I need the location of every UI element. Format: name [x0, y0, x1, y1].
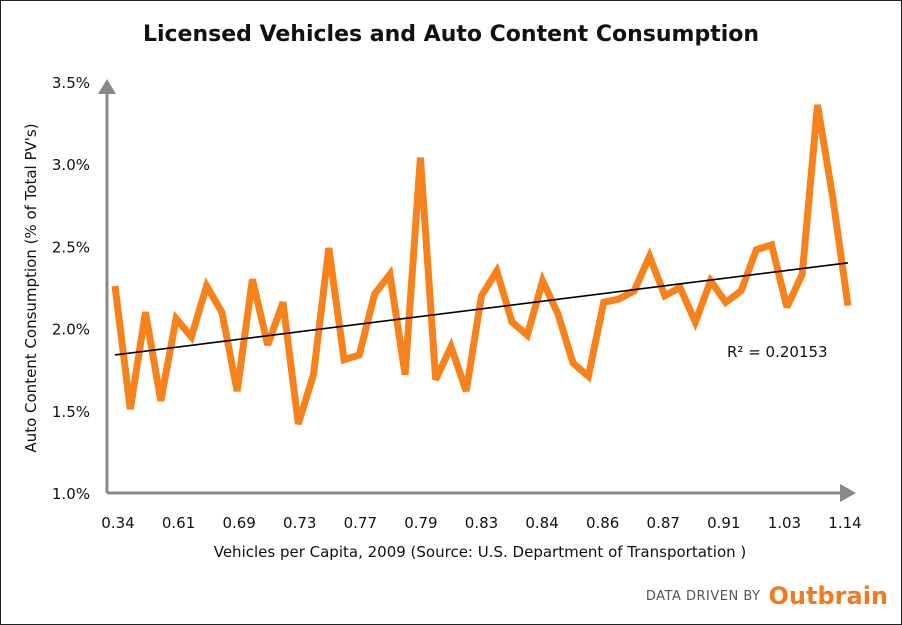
- x-tick-label: 0.69: [222, 514, 255, 532]
- y-tick-labels: 1.0% 1.5% 2.0% 2.5% 3.0% 3.5%: [52, 74, 90, 503]
- x-tick-label: 0.73: [283, 514, 316, 532]
- axes: [98, 79, 856, 502]
- x-tick-label: 0.87: [647, 514, 680, 532]
- x-tick-label: 1.14: [828, 514, 861, 532]
- x-tick-label: 0.91: [707, 514, 740, 532]
- y-tick-label: 1.5%: [52, 403, 90, 421]
- x-tick-label: 0.61: [162, 514, 195, 532]
- y-axis-label: Auto Content Consumption (% of Total PV'…: [22, 123, 40, 452]
- y-tick-label: 3.0%: [52, 156, 90, 174]
- plot-area: [111, 104, 852, 426]
- footer-text: DATA DRIVEN BY: [645, 588, 761, 604]
- r-squared-label: R² = 0.20153: [727, 343, 828, 361]
- x-tick-label: 1.03: [768, 514, 801, 532]
- brand-logo: Outbrain: [768, 582, 888, 610]
- series-line: [111, 104, 852, 426]
- y-tick-label: 2.5%: [52, 238, 90, 256]
- x-tick-labels: 0.34 0.61 0.69 0.73 0.77 0.79 0.83 0.84 0.86 0.87…: [101, 514, 861, 532]
- x-tick-label: 0.79: [404, 514, 437, 532]
- x-tick-label: 0.84: [525, 514, 558, 532]
- x-axis-label: Vehicles per Capita, 2009 (Source: U.S. …: [214, 543, 747, 561]
- chart-title: Licensed Vehicles and Auto Content Consu…: [142, 22, 760, 47]
- y-axis-arrow: [98, 79, 116, 94]
- trend-line: [114, 262, 849, 356]
- y-tick-label: 3.5%: [52, 74, 90, 92]
- y-tick-label: 2.0%: [52, 321, 90, 339]
- x-tick-label: 0.83: [465, 514, 498, 532]
- x-axis-arrow: [840, 484, 856, 502]
- x-tick-label: 0.86: [586, 514, 619, 532]
- footer-credit: DATA DRIVEN BY Outbrain: [646, 582, 888, 610]
- x-tick-label: 0.77: [344, 514, 377, 532]
- y-tick-label: 1.0%: [52, 485, 90, 503]
- x-tick-label: 0.34: [101, 514, 134, 532]
